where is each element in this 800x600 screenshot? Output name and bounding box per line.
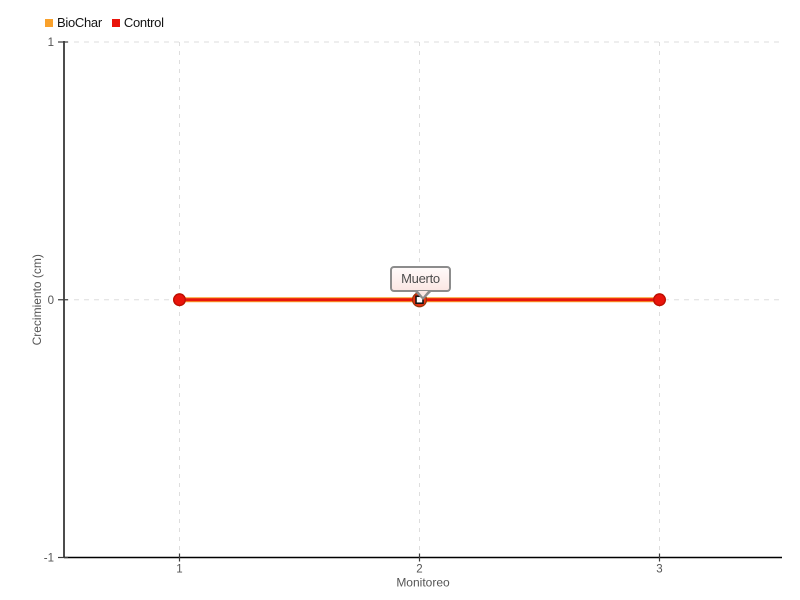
y-tick-label: 1 — [48, 37, 54, 49]
legend-item-biochar[interactable]: BioChar — [45, 15, 102, 30]
tooltip: Muerto — [390, 266, 451, 300]
biochar-swatch-icon — [45, 18, 53, 27]
legend-item-control[interactable]: Control — [111, 15, 164, 30]
x-tick-label: 2 — [416, 564, 422, 576]
data-point-control[interactable] — [653, 293, 666, 307]
tooltip-label: Muerto — [401, 271, 440, 286]
axes — [58, 41, 782, 562]
x-axis-title: Monitoreo — [396, 576, 450, 590]
y-axis-title: Crecimiento (cm) — [30, 254, 44, 345]
axis-labels: -1 0 1 1 2 3 Monitoreo Crecimiento (cm) — [30, 37, 663, 590]
x-tick-label: 1 — [176, 564, 182, 576]
legend-label-biochar: BioChar — [57, 15, 102, 30]
data-point-control[interactable] — [173, 293, 186, 307]
legend: BioChar Control — [45, 15, 164, 30]
y-tick-label: 0 — [48, 295, 54, 307]
x-tick-label: 3 — [656, 564, 662, 576]
control-swatch-icon — [111, 18, 120, 27]
y-tick-label: -1 — [44, 553, 54, 565]
legend-label-control: Control — [123, 15, 164, 30]
